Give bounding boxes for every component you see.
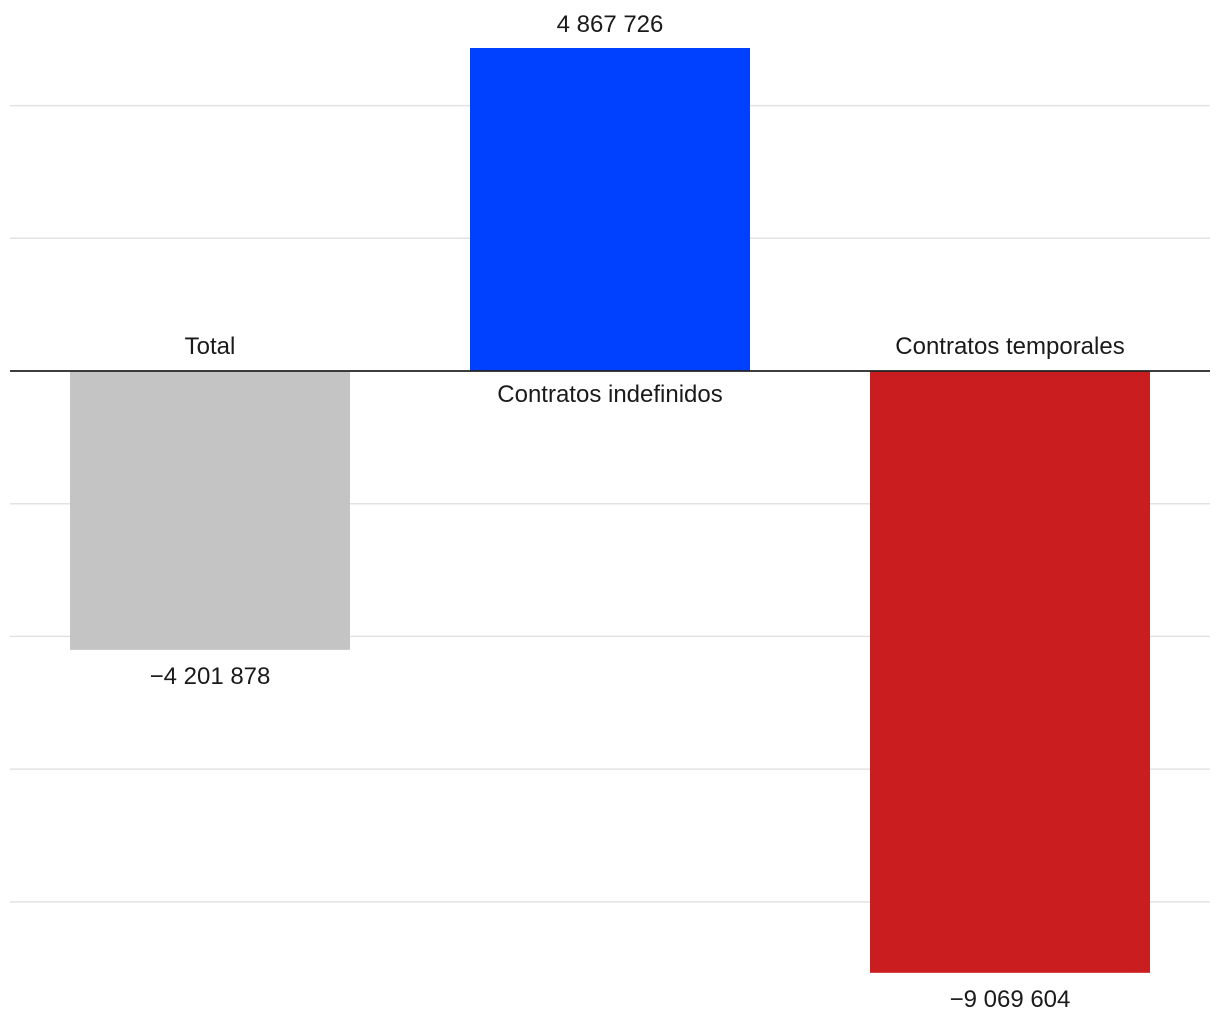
- value-label: 4 867 726: [557, 11, 664, 38]
- bar-1: [470, 48, 750, 371]
- category-label: Contratos temporales: [895, 333, 1124, 360]
- labels: Total −4 201 878 Contratos indefinidos 4 86…: [150, 11, 1125, 1013]
- bars: [70, 48, 1150, 973]
- category-label: Contratos indefinidos: [497, 381, 722, 408]
- category-label: Total: [185, 333, 236, 360]
- bar-0: [70, 371, 350, 650]
- value-label: −9 069 604: [950, 986, 1071, 1013]
- value-label: −4 201 878: [150, 663, 271, 690]
- bar-2: [870, 371, 1150, 973]
